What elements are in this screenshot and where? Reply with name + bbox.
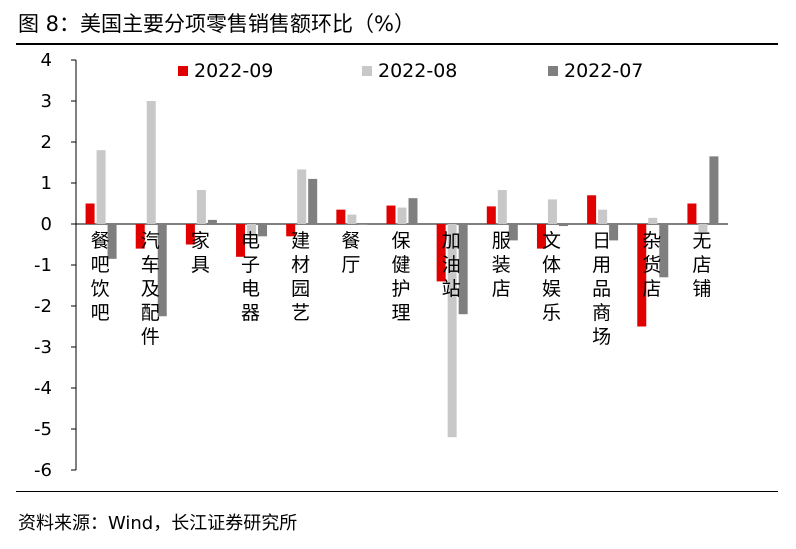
bar-2022-09-餐厅 — [336, 209, 346, 224]
category-label: 服装店 — [492, 230, 511, 300]
y-tick-label: 4 — [41, 50, 52, 71]
bar-2022-08-餐厅 — [347, 214, 357, 224]
figure-source: 资料来源：Wind，长江证券研究所 — [18, 513, 298, 534]
bar-2022-09-杂货店 — [637, 224, 647, 327]
y-tick-label: -1 — [34, 255, 52, 276]
y-tick-label: -6 — [34, 460, 52, 481]
category-label: 家具 — [191, 230, 210, 276]
legend-item-2022-08: 2022-08 — [362, 60, 457, 82]
bar-2022-09-日用品商场 — [587, 195, 597, 224]
bar-2022-07-加油站 — [458, 224, 468, 315]
bar-2022-09-汽车及配件 — [135, 224, 145, 249]
bar-2022-07-文体娱乐 — [558, 224, 568, 227]
bar-2022-08-保健护理 — [397, 207, 407, 224]
bar-2022-07-汽车及配件 — [157, 224, 167, 317]
category-label: 保健护理 — [391, 230, 410, 324]
y-tick-label: -3 — [34, 337, 52, 358]
y-tick-label: -5 — [34, 419, 52, 440]
bar-2022-07-无店铺 — [709, 156, 719, 224]
bar-2022-09-服装店 — [486, 206, 496, 224]
bar-2022-07-家具 — [207, 219, 217, 224]
bar-2022-09-文体娱乐 — [536, 224, 546, 249]
bottom-rule — [16, 491, 778, 492]
y-tick-label: 2 — [41, 132, 52, 153]
legend-label: 2022-08 — [378, 60, 458, 82]
legend-item-2022-07: 2022-07 — [548, 60, 643, 82]
category-label: 建材园艺 — [291, 230, 310, 324]
bar-2022-08-餐吧饮吧 — [96, 150, 106, 224]
bar-2022-07-餐厅 — [358, 224, 368, 225]
legend-swatch — [548, 66, 558, 76]
bar-2022-08-电子电器 — [247, 224, 257, 237]
y-tick-label: 1 — [41, 173, 52, 194]
category-label: 文体娱乐 — [542, 230, 561, 324]
figure-title: 图 8：美国主要分项零售销售额环比（%） — [18, 12, 415, 36]
category-label: 无店铺 — [692, 230, 711, 300]
chart-legend: 2022-09 2022-08 2022-07 — [0, 60, 796, 86]
bar-2022-07-日用品商场 — [609, 224, 619, 241]
y-tick-label: -2 — [34, 296, 52, 317]
legend-label: 2022-07 — [564, 60, 644, 82]
bar-2022-09-家具 — [185, 224, 195, 245]
bar-2022-08-杂货店 — [648, 217, 658, 224]
bar-2022-07-保健护理 — [408, 198, 418, 224]
bar-2022-07-餐吧饮吧 — [107, 224, 117, 259]
category-label: 汽车及配件 — [141, 230, 160, 348]
title-rule — [16, 43, 778, 45]
bar-2022-08-加油站 — [447, 224, 457, 438]
legend-swatch — [178, 66, 188, 76]
bar-2022-09-保健护理 — [386, 205, 396, 224]
category-label: 加油站 — [442, 230, 461, 300]
bar-2022-08-文体娱乐 — [547, 199, 557, 224]
bar-2022-09-建材园艺 — [286, 224, 296, 237]
bar-2022-08-家具 — [196, 189, 206, 224]
bar-2022-07-建材园艺 — [308, 178, 318, 224]
category-label: 杂货店 — [642, 230, 661, 300]
category-label: 电子电器 — [241, 230, 260, 324]
legend-swatch — [362, 66, 372, 76]
y-tick-label: -4 — [34, 378, 52, 399]
category-label: 餐厅 — [341, 230, 360, 276]
bar-2022-08-日用品商场 — [598, 209, 608, 224]
y-tick-label: 0 — [41, 214, 52, 235]
y-tick-label: 3 — [41, 91, 52, 112]
legend-label: 2022-09 — [194, 60, 274, 82]
legend-item-2022-09: 2022-09 — [178, 60, 273, 82]
bar-2022-08-建材园艺 — [297, 169, 307, 224]
bar-2022-09-电子电器 — [236, 224, 246, 257]
bar-2022-07-电子电器 — [258, 224, 268, 237]
bar-2022-08-汽车及配件 — [146, 101, 156, 224]
category-label: 日用品商场 — [592, 230, 611, 348]
bar-2022-07-服装店 — [508, 224, 518, 241]
bar-2022-07-杂货店 — [659, 224, 669, 278]
bar-2022-08-服装店 — [497, 189, 507, 224]
bar-2022-09-无店铺 — [687, 203, 697, 224]
bar-2022-08-无店铺 — [698, 224, 708, 233]
bar-2022-09-餐吧饮吧 — [85, 203, 95, 224]
bar-2022-09-加油站 — [436, 224, 446, 282]
category-label: 餐吧饮吧 — [91, 230, 110, 324]
